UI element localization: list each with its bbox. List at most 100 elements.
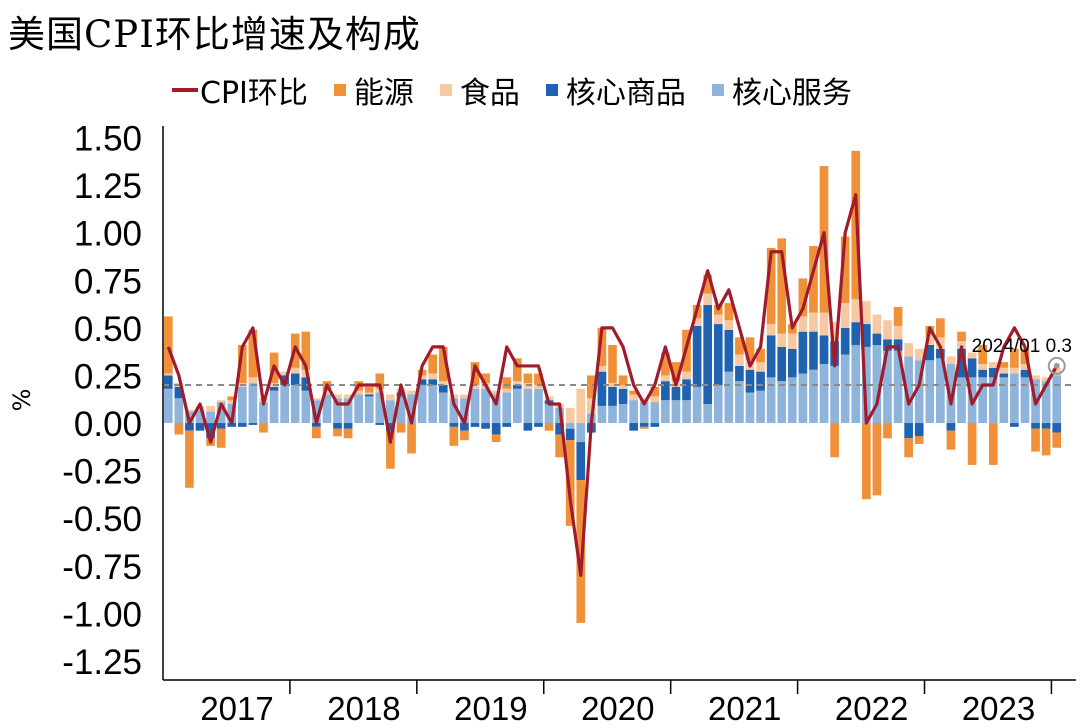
y-tick-label: 0.75 xyxy=(74,262,142,301)
bar-core-goods xyxy=(396,392,406,397)
bar-food xyxy=(703,293,713,306)
bar-energy xyxy=(555,434,564,458)
bar-core-goods xyxy=(777,346,787,382)
annotation-dot xyxy=(1053,362,1060,369)
bar-core-services xyxy=(830,365,839,424)
bar-energy xyxy=(565,440,575,526)
bar-energy xyxy=(608,344,617,384)
bar-core-services xyxy=(428,384,438,424)
bar-energy xyxy=(237,344,247,384)
bar-core-services xyxy=(692,386,702,424)
legend-item-energy: 能源 xyxy=(333,68,414,112)
bar-energy xyxy=(1010,348,1019,368)
x-tick-label: 2018 xyxy=(327,690,400,727)
bar-food xyxy=(914,348,924,361)
bar-core-services xyxy=(386,400,395,424)
bar-food xyxy=(1052,367,1062,376)
bar-core-goods xyxy=(745,369,755,393)
bar-core-goods xyxy=(639,423,649,427)
bar-food xyxy=(280,371,289,376)
bar-food xyxy=(809,312,818,332)
bar-food xyxy=(1010,367,1019,374)
bar-energy xyxy=(512,358,522,382)
bar-core-services xyxy=(745,392,755,424)
bar-core-goods xyxy=(470,423,480,427)
bar-core-goods xyxy=(904,423,913,439)
bar-core-goods xyxy=(449,423,459,427)
bar-core-services xyxy=(777,381,787,424)
legend-item-cpi: CPI环比 xyxy=(172,68,308,112)
bar-core-goods xyxy=(237,423,247,427)
bar-core-goods xyxy=(925,344,935,361)
bar-energy xyxy=(798,278,808,317)
bar-food xyxy=(417,375,427,380)
bar-core-goods xyxy=(682,379,691,401)
bar-food xyxy=(364,392,374,395)
bar-core-goods xyxy=(333,423,342,429)
bar-energy xyxy=(618,375,628,385)
bar-energy xyxy=(650,386,660,397)
bar-core-goods xyxy=(703,305,713,404)
y-tick-label: -1.00 xyxy=(62,595,142,634)
chart-title: 美国CPI环比增速及构成 xyxy=(8,13,421,56)
bar-core-services xyxy=(470,388,480,424)
legend-label: 能源 xyxy=(353,76,414,111)
bar-core-services xyxy=(661,400,670,424)
bar-energy xyxy=(227,396,237,401)
bar-core-goods xyxy=(671,386,681,401)
bar-core-services xyxy=(840,354,850,424)
bar-core-goods xyxy=(1010,423,1019,427)
bar-core-goods xyxy=(206,423,215,439)
bar-core-goods xyxy=(375,423,385,425)
bar-core-services xyxy=(597,405,607,424)
bar-food xyxy=(534,384,543,389)
bar-food xyxy=(904,343,913,357)
bar-core-goods xyxy=(1031,423,1040,429)
bar-core-services xyxy=(280,384,289,424)
x-tick-label: 2019 xyxy=(454,690,527,727)
bar-core-goods xyxy=(798,331,808,374)
bar-core-services xyxy=(237,386,247,424)
bar-core-goods xyxy=(661,381,670,401)
annotation-marker xyxy=(1047,356,1066,375)
bar-energy xyxy=(216,428,226,448)
bar-core-services xyxy=(375,392,385,424)
bar-energy xyxy=(396,423,406,433)
bar-energy xyxy=(534,373,543,385)
bar-core-services xyxy=(904,356,913,424)
bar-core-services xyxy=(671,400,681,424)
bar-energy xyxy=(756,348,765,363)
bar-core-services xyxy=(354,394,363,424)
bar-food xyxy=(946,356,956,365)
bar-core-goods xyxy=(629,423,638,431)
bar-core-services xyxy=(259,402,268,424)
legend-item-core-services: 核心服务 xyxy=(711,68,852,112)
bar-food xyxy=(840,303,850,328)
bar-core-services xyxy=(364,396,374,424)
legend-swatch xyxy=(172,88,198,92)
bar-core-goods xyxy=(269,386,279,391)
bar-energy xyxy=(671,362,681,382)
bar-core-goods xyxy=(312,423,321,427)
bar-core-goods xyxy=(438,384,448,393)
bar-core-goods xyxy=(914,423,924,437)
bar-energy xyxy=(438,346,448,382)
x-tick-label: 2021 xyxy=(708,690,781,727)
bar-food xyxy=(830,322,839,342)
bar-core-goods xyxy=(957,348,966,378)
bar-energy xyxy=(163,316,173,374)
bar-core-services xyxy=(809,369,818,424)
bar-core-goods xyxy=(227,423,237,427)
bar-energy xyxy=(766,247,776,325)
bar-core-goods xyxy=(576,442,586,481)
bar-core-goods xyxy=(766,335,776,378)
bar-core-services xyxy=(999,377,1009,424)
legend-item-core-goods: 核心商品 xyxy=(545,68,686,112)
bar-food xyxy=(851,299,861,323)
bar-food xyxy=(438,381,448,385)
bar-core-goods xyxy=(893,339,903,351)
bar-core-services xyxy=(703,404,713,424)
bar-food xyxy=(290,367,300,374)
bar-core-services xyxy=(523,388,533,424)
bar-core-services xyxy=(1041,381,1051,424)
